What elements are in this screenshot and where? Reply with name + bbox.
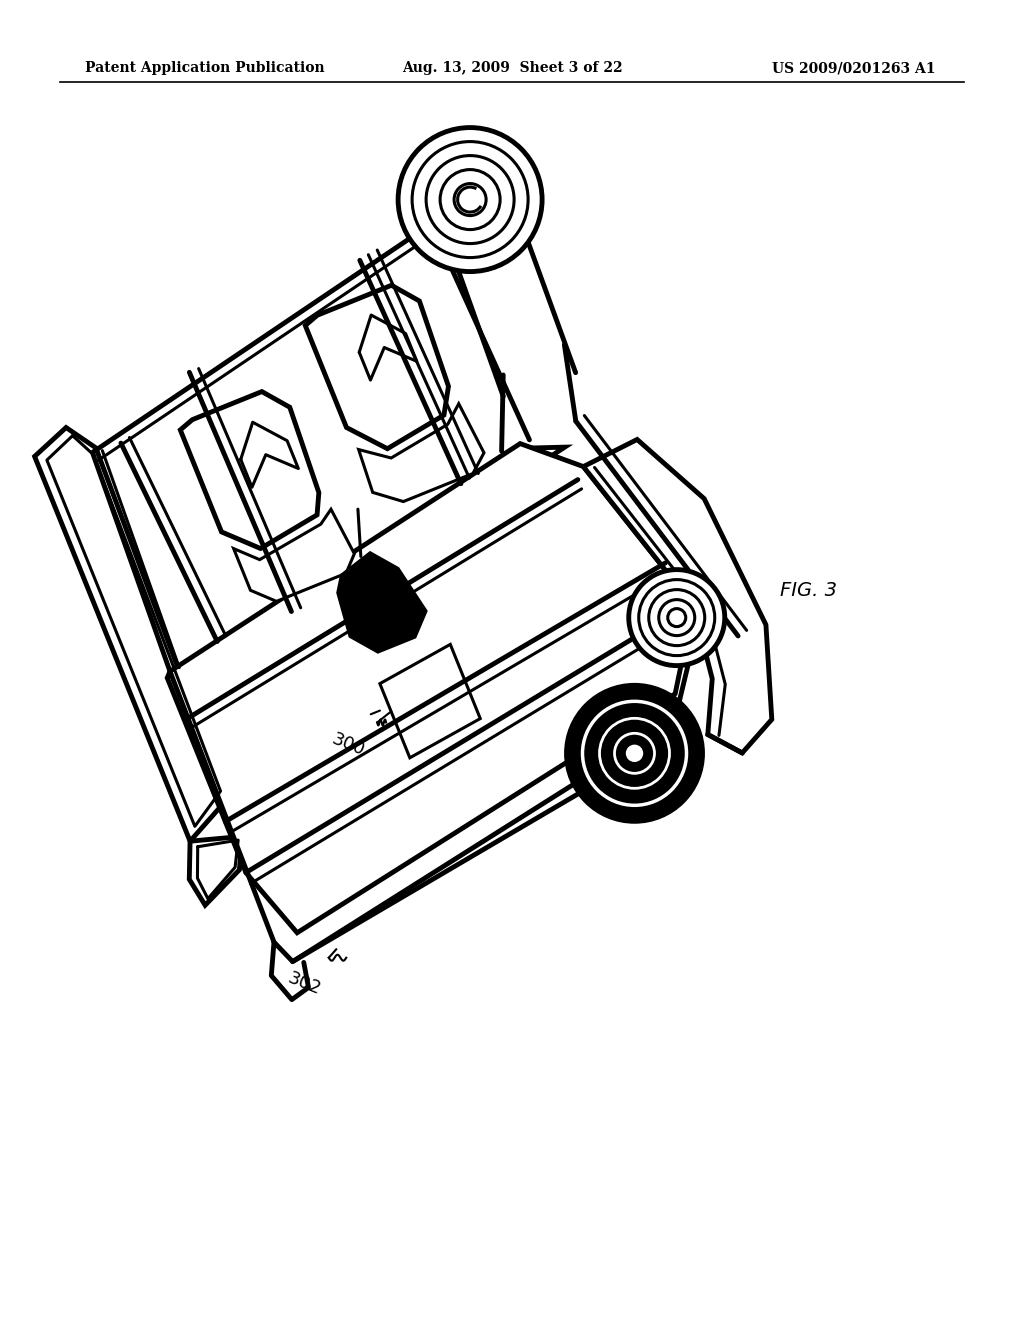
Text: Aug. 13, 2009  Sheet 3 of 22: Aug. 13, 2009 Sheet 3 of 22 bbox=[401, 61, 623, 75]
Circle shape bbox=[627, 746, 642, 762]
Text: 302: 302 bbox=[286, 969, 324, 998]
Polygon shape bbox=[180, 392, 318, 549]
Polygon shape bbox=[584, 440, 772, 752]
Text: 300: 300 bbox=[330, 730, 368, 759]
Polygon shape bbox=[338, 553, 426, 652]
Polygon shape bbox=[167, 444, 693, 933]
Polygon shape bbox=[189, 837, 242, 906]
Polygon shape bbox=[305, 285, 449, 449]
Circle shape bbox=[398, 128, 542, 272]
Polygon shape bbox=[233, 510, 354, 602]
Text: US 2009/0201263 A1: US 2009/0201263 A1 bbox=[771, 61, 935, 75]
Text: FIG. 3: FIG. 3 bbox=[780, 581, 837, 599]
Circle shape bbox=[566, 685, 702, 821]
Polygon shape bbox=[35, 428, 227, 841]
Polygon shape bbox=[380, 644, 480, 758]
Polygon shape bbox=[358, 404, 484, 502]
Circle shape bbox=[629, 570, 725, 665]
Polygon shape bbox=[175, 447, 565, 673]
Text: Patent Application Publication: Patent Application Publication bbox=[85, 61, 325, 75]
